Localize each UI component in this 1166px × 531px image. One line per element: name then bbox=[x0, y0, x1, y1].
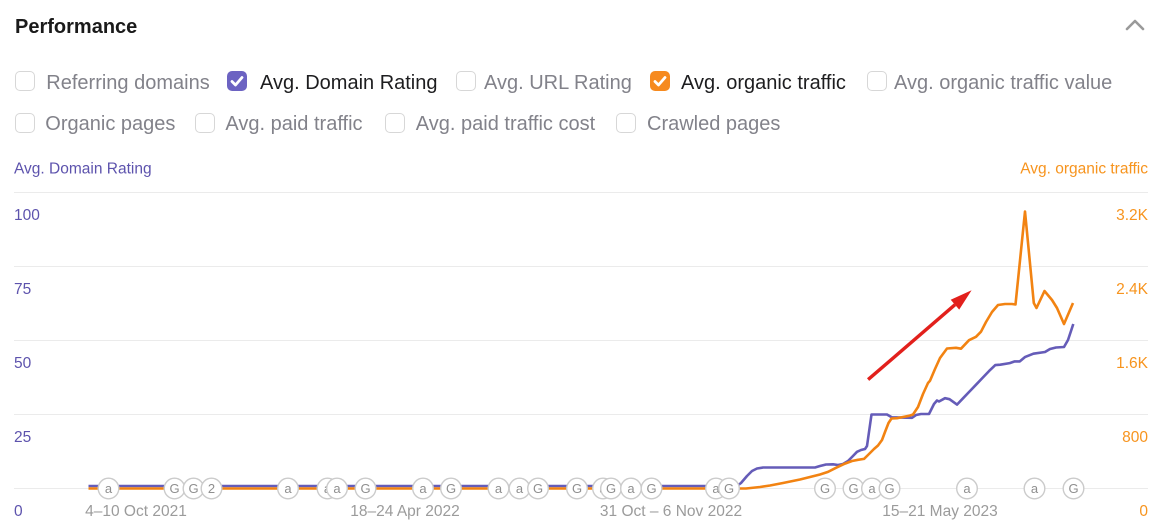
svg-text:a: a bbox=[1031, 481, 1039, 496]
svg-text:0: 0 bbox=[14, 503, 23, 520]
svg-text:a: a bbox=[627, 481, 635, 496]
svg-text:a: a bbox=[333, 481, 341, 496]
svg-text:a: a bbox=[284, 481, 292, 496]
svg-text:18–24 Apr 2022: 18–24 Apr 2022 bbox=[350, 503, 459, 520]
svg-text:G: G bbox=[848, 481, 858, 496]
svg-text:1.6K: 1.6K bbox=[1116, 355, 1149, 372]
svg-text:75: 75 bbox=[14, 281, 31, 298]
svg-text:G: G bbox=[1068, 481, 1078, 496]
svg-text:a: a bbox=[516, 481, 524, 496]
svg-text:a: a bbox=[495, 481, 503, 496]
svg-text:a: a bbox=[105, 481, 113, 496]
svg-text:25: 25 bbox=[14, 429, 31, 446]
svg-text:G: G bbox=[724, 481, 734, 496]
svg-text:31 Oct – 6 Nov 2022: 31 Oct – 6 Nov 2022 bbox=[600, 503, 742, 520]
svg-text:G: G bbox=[169, 481, 179, 496]
svg-text:a: a bbox=[868, 481, 876, 496]
svg-text:G: G bbox=[446, 481, 456, 496]
svg-text:G: G bbox=[820, 481, 830, 496]
svg-text:G: G bbox=[360, 481, 370, 496]
svg-text:2.4K: 2.4K bbox=[1116, 281, 1149, 298]
svg-text:G: G bbox=[884, 481, 894, 496]
svg-text:a: a bbox=[419, 481, 427, 496]
svg-text:Avg. Domain Rating: Avg. Domain Rating bbox=[14, 161, 152, 178]
svg-text:a: a bbox=[712, 481, 720, 496]
svg-text:0: 0 bbox=[1139, 503, 1148, 520]
svg-text:G: G bbox=[646, 481, 656, 496]
svg-text:100: 100 bbox=[14, 207, 40, 224]
svg-text:50: 50 bbox=[14, 355, 32, 372]
svg-text:3.2K: 3.2K bbox=[1116, 207, 1149, 224]
svg-text:4–10 Oct 2021: 4–10 Oct 2021 bbox=[85, 503, 187, 520]
svg-text:Avg. organic traffic: Avg. organic traffic bbox=[1020, 161, 1148, 178]
svg-text:G: G bbox=[188, 481, 198, 496]
svg-text:G: G bbox=[606, 481, 616, 496]
svg-text:15–21 May 2023: 15–21 May 2023 bbox=[882, 503, 997, 520]
svg-text:800: 800 bbox=[1122, 429, 1148, 446]
svg-text:a: a bbox=[963, 481, 971, 496]
svg-text:G: G bbox=[533, 481, 543, 496]
svg-text:G: G bbox=[572, 481, 582, 496]
svg-text:2: 2 bbox=[208, 481, 215, 496]
